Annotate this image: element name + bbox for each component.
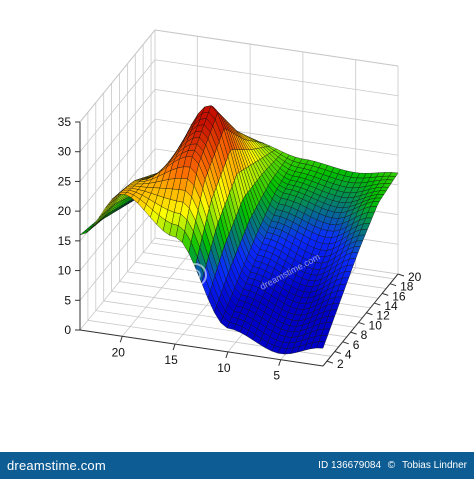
y-tick-label: 10 (369, 318, 383, 332)
gridline-floor-x (121, 244, 198, 337)
x-tick-label: 20 (112, 345, 126, 359)
x-axis-line (79, 329, 324, 367)
brand-suffix: time.com (51, 458, 106, 473)
gridline-back-wall-z (154, 89, 399, 126)
z-tick-label: 10 (58, 264, 72, 278)
image-credit: ID 136679084 © Tobias Lindner (314, 460, 467, 471)
y-tick-mark (382, 292, 389, 296)
z-tick-label: 20 (58, 204, 72, 218)
z-tick-label: 30 (58, 145, 72, 159)
z-tick-label: 15 (58, 234, 72, 248)
gridline-left-wall-z (79, 59, 156, 152)
y-tick-label: 18 (400, 280, 414, 294)
y-tick-label: 14 (384, 299, 398, 313)
y-tick-label: 16 (392, 289, 406, 303)
gridline-left-wall-z (79, 237, 156, 331)
z-tick-label: 25 (58, 174, 72, 188)
surface-mesh (79, 105, 399, 355)
x-tick-mark (225, 351, 229, 359)
z-tick-label: 35 (58, 115, 72, 129)
watermark-logo-inner-icon (189, 269, 201, 281)
y-axis-line (322, 273, 399, 367)
x-tick-mark (278, 359, 282, 366)
image-id: ID 136679084 (318, 460, 382, 471)
brand-prefix: dreams (7, 458, 52, 473)
gridline-left-wall-z (79, 118, 156, 212)
axes (79, 29, 399, 367)
y-tick-label: 12 (376, 309, 390, 323)
y-tick-mark (374, 302, 381, 306)
x-tick-label: 5 (273, 369, 280, 383)
y-tick-mark (350, 331, 357, 335)
y-tick-mark (326, 360, 334, 364)
gridline-left-wall-z (79, 208, 156, 301)
y-tick-mark (342, 341, 349, 345)
y-tick-mark (389, 283, 397, 287)
y-tick-label: 20 (408, 270, 422, 284)
y-tick-mark (366, 312, 373, 316)
gridline-left-wall-z (79, 89, 156, 182)
author-name: Tobias Lindner (401, 460, 467, 471)
box-edge (79, 29, 156, 123)
y-tick-mark (358, 321, 365, 325)
surface-cell (316, 341, 326, 349)
y-tick-label: 4 (345, 347, 352, 361)
z-tick-label: 5 (64, 293, 71, 307)
y-tick-label: 6 (353, 338, 360, 352)
brand-logo: dreamstime.com (7, 458, 106, 473)
gridline-back-wall-z (154, 59, 399, 97)
x-tick-label: 15 (164, 353, 178, 367)
watermark-logo-icon (183, 263, 207, 287)
copyright-mark: © (387, 460, 396, 471)
z-tick-label: 0 (64, 323, 71, 337)
x-tick-label: 10 (217, 361, 231, 375)
y-tick-label: 2 (337, 357, 344, 371)
x-tick-mark (119, 336, 123, 343)
y-tick-label: 8 (361, 328, 368, 342)
x-tick-mark (172, 343, 176, 351)
box-edge (154, 29, 399, 67)
y-tick-mark (397, 273, 405, 277)
footer-bar: dreamstime.com ID 136679084 © Tobias Lin… (0, 452, 474, 479)
y-tick-mark (334, 350, 342, 354)
